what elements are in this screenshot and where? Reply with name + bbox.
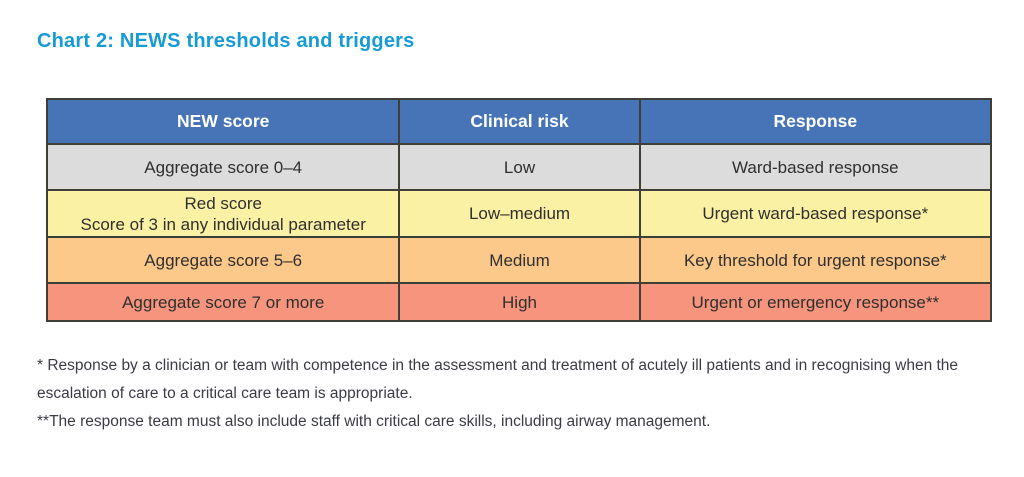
cell-risk: Medium	[398, 238, 638, 282]
table-row-high: Aggregate score 7 or more High Urgent or…	[48, 282, 990, 320]
table-header-row: NEW score Clinical risk Response	[48, 100, 990, 143]
score-line: Red score	[184, 193, 262, 213]
cell-response: Ward-based response	[638, 145, 990, 189]
table-row-low: Aggregate score 0–4 Low Ward-based respo…	[48, 143, 990, 189]
cell-risk: Low–medium	[398, 191, 638, 236]
cell-risk: Low	[398, 145, 638, 189]
footnote-single-asterisk: * Response by a clinician or team with c…	[37, 357, 959, 402]
score-line: Aggregate score 7 or more	[122, 292, 325, 312]
cell-response: Urgent ward-based response*	[638, 191, 990, 236]
footnotes: * Response by a clinician or team with c…	[37, 352, 990, 436]
score-line: Aggregate score 0–4	[144, 157, 303, 177]
cell-score: Aggregate score 7 or more	[48, 284, 398, 320]
score-line: Aggregate score 5–6	[144, 250, 303, 270]
cell-response: Key threshold for urgent response*	[638, 238, 990, 282]
table-row-medium: Aggregate score 5–6 Medium Key threshold…	[48, 236, 990, 282]
chart-title: Chart 2: NEWS thresholds and triggers	[37, 30, 415, 52]
cell-score: Aggregate score 0–4	[48, 145, 398, 189]
header-cell-clinical-risk: Clinical risk	[398, 100, 638, 143]
news-thresholds-table: NEW score Clinical risk Response Aggrega…	[46, 98, 992, 322]
cell-risk: High	[398, 284, 638, 320]
footnote-double-asterisk: **The response team must also include st…	[37, 413, 711, 430]
cell-response: Urgent or emergency response**	[638, 284, 990, 320]
score-line: Score of 3 in any individual parameter	[80, 214, 366, 234]
header-cell-response: Response	[638, 100, 990, 143]
table-row-low-medium: Red score Score of 3 in any individual p…	[48, 189, 990, 236]
cell-score: Red score Score of 3 in any individual p…	[48, 191, 398, 236]
header-cell-new-score: NEW score	[177, 111, 270, 131]
cell-score: Aggregate score 5–6	[48, 238, 398, 282]
